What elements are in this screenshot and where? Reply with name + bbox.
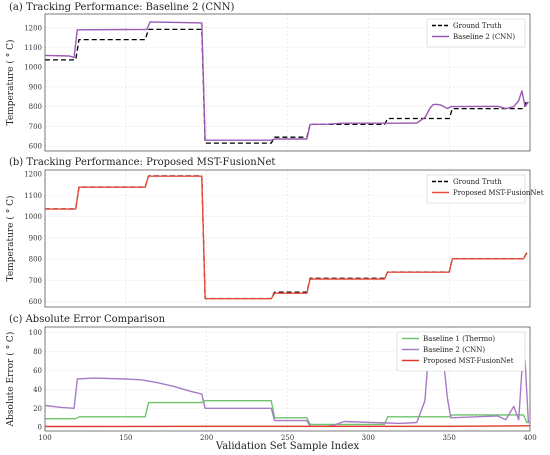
x-tick-label: 400 (523, 434, 536, 442)
series-line-2 (45, 175, 528, 300)
y-tick-label: 700 (29, 123, 42, 131)
series-line-2 (44, 332, 530, 427)
legend-box (426, 18, 526, 48)
x-tick-label: 300 (362, 434, 375, 442)
legend-entry: Proposed MST-FusionNet (423, 357, 514, 365)
x-tick-label: 350 (442, 434, 455, 442)
x-tick-label: 100 (38, 434, 51, 442)
legend-entry: Baseline 2 (CNN) (453, 33, 515, 41)
y-tick-label: 900 (29, 83, 42, 91)
panel-2: 600 700 800 900 1000 1100 1200 (b) Tracking Per… (5, 157, 544, 308)
y-tick-label: 800 (29, 103, 42, 111)
series-line-1 (45, 400, 530, 426)
y-tick-label: 60 (33, 367, 42, 375)
legend: Baseline 1 (Thermo) Baseline 2 (CNN) Propo… (396, 331, 526, 372)
x-tick-label: 150 (119, 434, 132, 442)
legend-box (426, 174, 526, 204)
plot-frame (44, 326, 531, 432)
legend-entry: Proposed MST-FusionNet (453, 189, 544, 197)
legend-entry: Baseline 2 (CNN) (423, 346, 485, 354)
y-tick-label: 600 (29, 298, 42, 306)
x-tick-label: 250 (281, 434, 294, 442)
legend: Ground Truth Baseline 2 (CNN) (426, 18, 526, 48)
y-tick-label: 900 (29, 234, 42, 242)
legend-entry: Ground Truth (453, 178, 502, 186)
plot-frame (44, 13, 531, 152)
y-axis-label: Temperature ( ° C) (5, 196, 16, 282)
y-tick-label: 1000 (24, 64, 42, 72)
series-line-3 (44, 425, 531, 428)
y-tick-label: 20 (33, 405, 42, 413)
y-tick-label: 40 (33, 386, 42, 394)
legend: Ground Truth Proposed MST-FusionNet (426, 174, 544, 204)
y-tick-label: 1000 (24, 213, 42, 221)
x-axis-label: Validation Set Sample Index (215, 441, 360, 452)
y-tick-label: 1100 (24, 44, 42, 52)
y-tick-label: 1200 (24, 24, 42, 32)
x-tick-label: 200 (200, 434, 213, 442)
series-line-1 (45, 28, 528, 144)
y-tick-label: 1100 (24, 192, 42, 200)
panel-title: (c) Absolute Error Comparison (9, 314, 166, 325)
y-tick-label: 1200 (24, 171, 42, 179)
y-tick-label: 0 (38, 424, 42, 432)
y-tick-label: 100 (29, 329, 42, 337)
y-axis-label: Absolute Error ( ° C) (5, 332, 16, 428)
panel-3: 0 20 40 60 80 100 100 150 200 250 300 350 400 (c) Abs… (5, 314, 537, 452)
panel-title: (b) Tracking Performance: Proposed MST-F… (9, 157, 275, 168)
legend-entry: Ground Truth (453, 22, 502, 30)
series-line-2 (44, 21, 529, 141)
y-tick-label: 600 (29, 143, 42, 151)
y-tick-label: 800 (29, 256, 42, 264)
y-tick-label: 700 (29, 277, 42, 285)
panel-1: 600 700 800 900 1000 1100 1200 (a) Tracking Per… (5, 2, 531, 152)
panel-title: (a) Tracking Performance: Baseline 2 (CN… (9, 2, 235, 13)
plot-frame (44, 169, 531, 308)
y-tick-label: 80 (33, 348, 42, 356)
legend-box (396, 331, 526, 372)
y-axis-label: Temperature ( ° C) (5, 40, 16, 126)
legend-entry: Baseline 1 (Thermo) (423, 335, 495, 343)
